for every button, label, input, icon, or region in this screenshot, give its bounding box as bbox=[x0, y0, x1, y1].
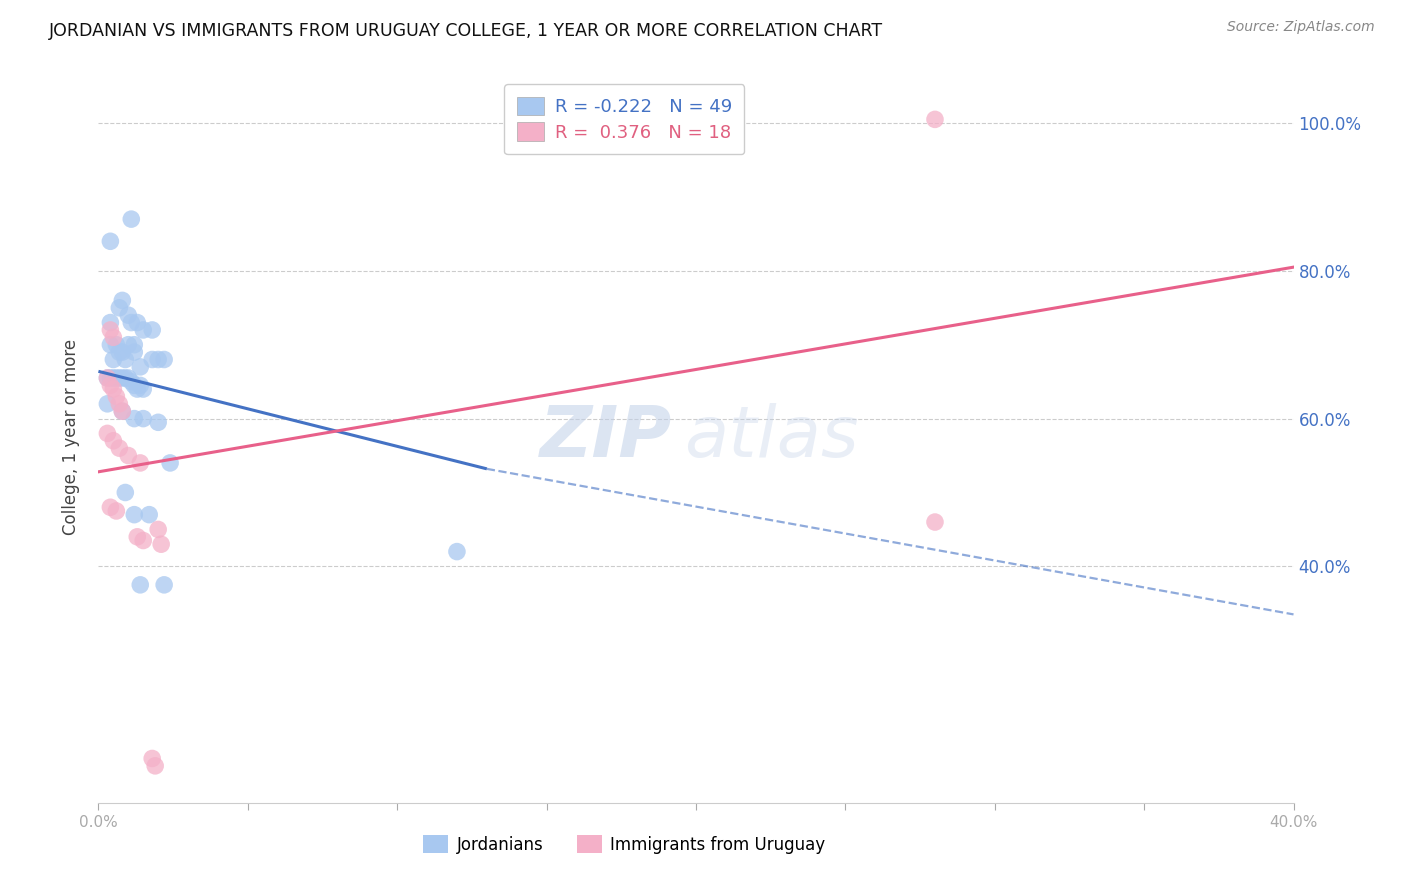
Point bbox=[124, 508, 146, 522]
Point bbox=[96, 397, 118, 411]
Point bbox=[153, 352, 176, 367]
Point bbox=[103, 382, 125, 396]
Point bbox=[141, 352, 163, 367]
Point bbox=[105, 371, 128, 385]
Point bbox=[96, 371, 118, 385]
Point bbox=[111, 404, 134, 418]
Text: JORDANIAN VS IMMIGRANTS FROM URUGUAY COLLEGE, 1 YEAR OR MORE CORRELATION CHART: JORDANIAN VS IMMIGRANTS FROM URUGUAY COL… bbox=[49, 22, 883, 40]
Point bbox=[153, 578, 176, 592]
Point bbox=[124, 378, 146, 392]
Point bbox=[98, 323, 122, 337]
Point bbox=[143, 759, 166, 773]
Point bbox=[111, 345, 134, 359]
Point bbox=[108, 301, 131, 315]
Point bbox=[111, 293, 134, 308]
Point bbox=[924, 515, 946, 529]
Point bbox=[141, 751, 163, 765]
Text: atlas: atlas bbox=[685, 402, 859, 472]
Point bbox=[98, 337, 122, 351]
Point bbox=[924, 112, 946, 127]
Point bbox=[132, 411, 155, 425]
Point bbox=[98, 316, 122, 330]
Point bbox=[124, 337, 146, 351]
Point bbox=[138, 508, 160, 522]
Point bbox=[103, 330, 125, 344]
Point bbox=[111, 371, 134, 385]
Point bbox=[132, 382, 155, 396]
Point bbox=[103, 352, 125, 367]
Point bbox=[103, 371, 125, 385]
Point bbox=[129, 578, 152, 592]
Point bbox=[96, 426, 118, 441]
Point bbox=[132, 323, 155, 337]
Point bbox=[96, 371, 118, 385]
Point bbox=[129, 456, 152, 470]
Point bbox=[150, 537, 173, 551]
Point bbox=[114, 352, 136, 367]
Point bbox=[117, 371, 139, 385]
Point bbox=[114, 485, 136, 500]
Point bbox=[129, 378, 152, 392]
Point bbox=[148, 523, 170, 537]
Point bbox=[108, 345, 131, 359]
Point bbox=[108, 441, 131, 455]
Point bbox=[98, 500, 122, 515]
Point bbox=[117, 308, 139, 322]
Point bbox=[117, 449, 139, 463]
Point bbox=[124, 345, 146, 359]
Point bbox=[127, 316, 149, 330]
Point bbox=[127, 382, 149, 396]
Point bbox=[120, 316, 142, 330]
Point bbox=[108, 371, 131, 385]
Legend: Jordanians, Immigrants from Uruguay: Jordanians, Immigrants from Uruguay bbox=[416, 829, 832, 860]
Point bbox=[446, 544, 468, 558]
Point bbox=[114, 371, 136, 385]
Point bbox=[108, 397, 131, 411]
Y-axis label: College, 1 year or more: College, 1 year or more bbox=[62, 339, 80, 535]
Point bbox=[105, 389, 128, 403]
Point bbox=[98, 371, 122, 385]
Text: ZIP: ZIP bbox=[540, 402, 672, 472]
Point bbox=[105, 504, 128, 518]
Point bbox=[117, 337, 139, 351]
Point bbox=[103, 434, 125, 448]
Point bbox=[141, 323, 163, 337]
Point bbox=[159, 456, 181, 470]
Point bbox=[124, 411, 146, 425]
Point bbox=[120, 212, 142, 227]
Point bbox=[98, 235, 122, 249]
Point bbox=[98, 378, 122, 392]
Point bbox=[127, 530, 149, 544]
Point bbox=[132, 533, 155, 548]
Point bbox=[120, 375, 142, 389]
Text: Source: ZipAtlas.com: Source: ZipAtlas.com bbox=[1227, 20, 1375, 34]
Point bbox=[148, 352, 170, 367]
Point bbox=[129, 359, 152, 374]
Point bbox=[148, 415, 170, 429]
Point bbox=[105, 337, 128, 351]
Point bbox=[111, 404, 134, 418]
